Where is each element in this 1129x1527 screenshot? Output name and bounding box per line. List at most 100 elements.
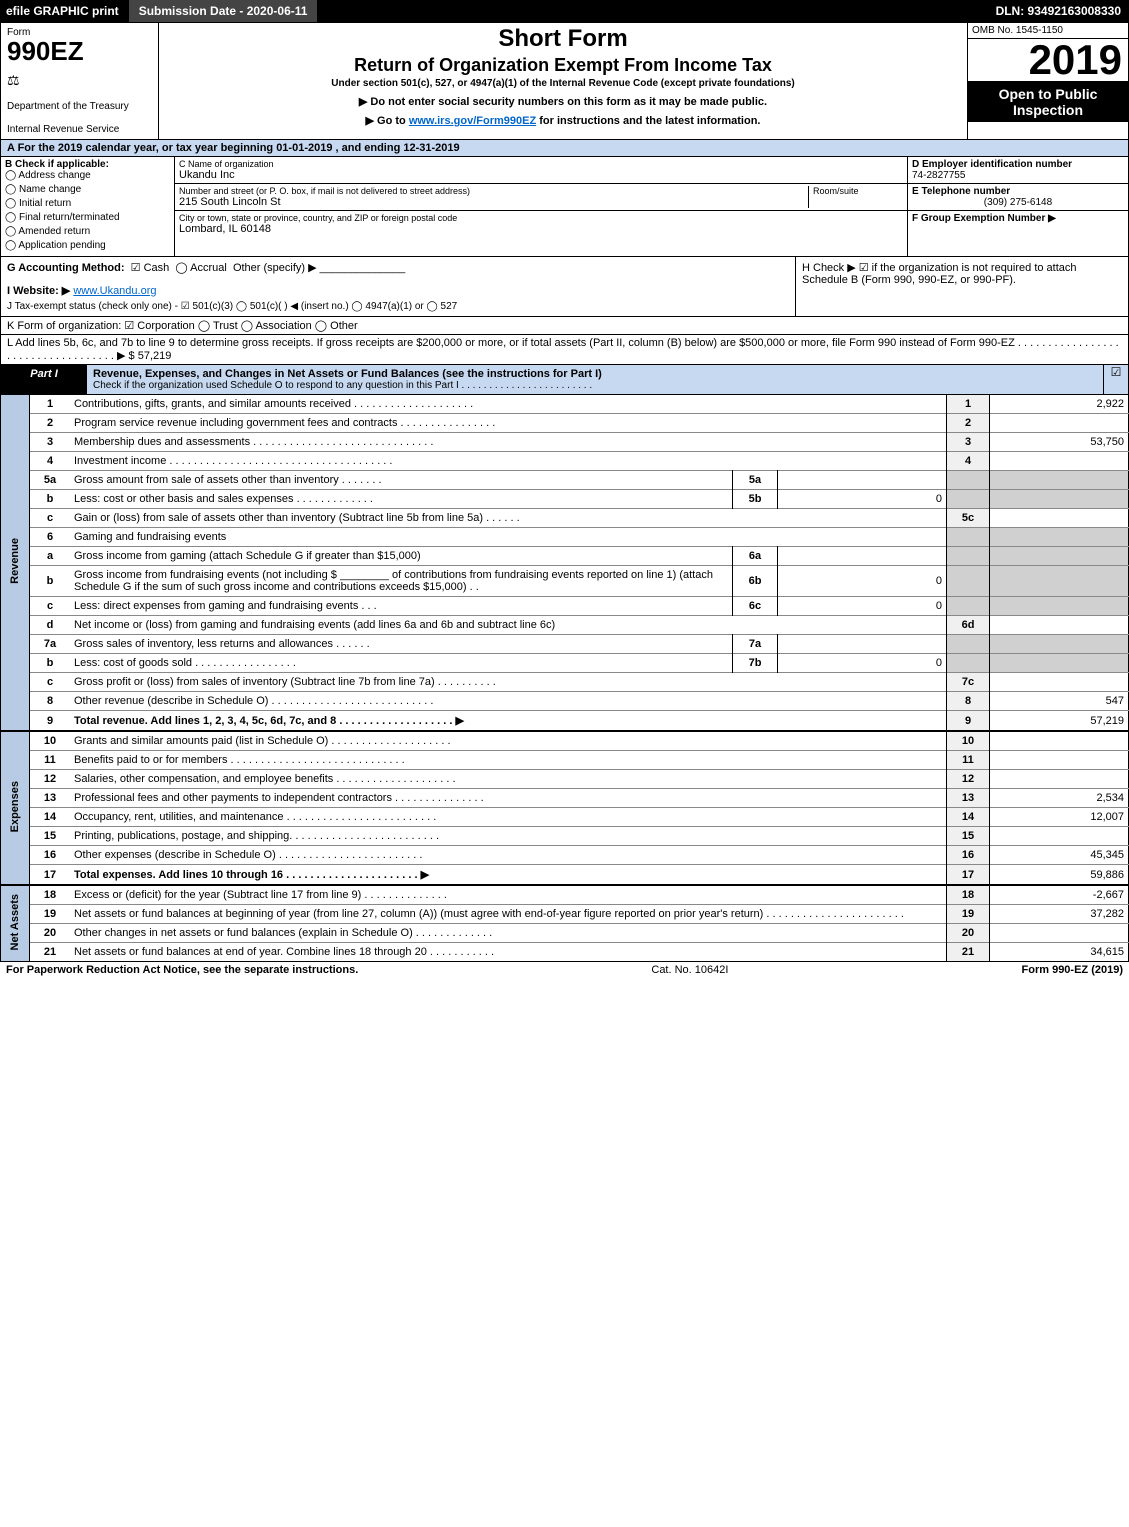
l2-desc: Program service revenue including govern… xyxy=(70,414,947,433)
side-expenses: Expenses xyxy=(1,731,30,885)
efile-label[interactable]: efile GRAPHIC print xyxy=(0,0,125,22)
dept-label: Department of the Treasury xyxy=(7,101,152,112)
line-g: G Accounting Method: ☑ Cash ◯ Accrual Ot… xyxy=(1,257,795,316)
c-city-val: Lombard, IL 60148 xyxy=(179,223,903,235)
l6a-desc: Gross income from gaming (attach Schedul… xyxy=(70,547,733,566)
l1-desc: Contributions, gifts, grants, and simila… xyxy=(70,395,947,414)
l6d-desc: Net income or (loss) from gaming and fun… xyxy=(70,616,947,635)
chk-name-change[interactable]: ◯ Name change xyxy=(5,184,170,195)
tax-year: 2019 xyxy=(968,39,1128,81)
part1-sub: Check if the organization used Schedule … xyxy=(93,380,1097,391)
chk-final-return[interactable]: ◯ Final return/terminated xyxy=(5,212,170,223)
chk-application-pending[interactable]: ◯ Application pending xyxy=(5,240,170,251)
title-return: Return of Organization Exempt From Incom… xyxy=(163,55,963,76)
c-city-label: City or town, state or province, country… xyxy=(179,213,903,223)
footer-left: For Paperwork Reduction Act Notice, see … xyxy=(6,964,358,976)
note-goto: ▶ Go to www.irs.gov/Form990EZ for instru… xyxy=(163,114,963,127)
part1-check[interactable]: ☑ xyxy=(1103,365,1128,394)
l12-desc: Salaries, other compensation, and employ… xyxy=(70,770,947,789)
page-footer: For Paperwork Reduction Act Notice, see … xyxy=(0,962,1129,978)
footer-right: Form 990-EZ (2019) xyxy=(1022,964,1123,976)
chk-initial-return[interactable]: ◯ Initial return xyxy=(5,198,170,209)
c-name-label: C Name of organization xyxy=(179,159,903,169)
e-tel-label: E Telephone number xyxy=(912,186,1124,197)
section-b: B Check if applicable: ◯ Address change … xyxy=(1,157,175,256)
l21-desc: Net assets or fund balances at end of ye… xyxy=(70,943,947,962)
bcd-block: B Check if applicable: ◯ Address change … xyxy=(0,157,1129,257)
part1-table: Revenue 1 Contributions, gifts, grants, … xyxy=(0,395,1129,962)
website-link[interactable]: www.Ukandu.org xyxy=(73,285,156,297)
dln-label: DLN: 93492163008330 xyxy=(988,0,1129,22)
footer-catno: Cat. No. 10642I xyxy=(358,964,1021,976)
header-left: Form 990EZ ⚖ Department of the Treasury … xyxy=(1,23,159,139)
l13-desc: Professional fees and other payments to … xyxy=(70,789,947,808)
irs-label: Internal Revenue Service xyxy=(7,124,152,135)
part1-header: Part I Revenue, Expenses, and Changes in… xyxy=(0,365,1129,395)
c-room-label: Room/suite xyxy=(809,186,903,208)
line-k: K Form of organization: ☑ Corporation ◯ … xyxy=(0,317,1129,335)
l6c-desc: Less: direct expenses from gaming and fu… xyxy=(70,597,733,616)
d-ein-val: 74-2827755 xyxy=(912,170,1124,181)
i-label: I Website: ▶ xyxy=(7,285,70,297)
l20-desc: Other changes in net assets or fund bala… xyxy=(70,924,947,943)
part1-tab: Part I xyxy=(1,365,87,394)
e-tel-val: (309) 275-6148 xyxy=(912,197,1124,208)
l8-desc: Other revenue (describe in Schedule O) .… xyxy=(70,692,947,711)
d-ein-label: D Employer identification number xyxy=(912,159,1124,170)
line-h: H Check ▶ ☑ if the organization is not r… xyxy=(795,257,1128,316)
header-center: Short Form Return of Organization Exempt… xyxy=(159,23,967,139)
l18-desc: Excess or (deficit) for the year (Subtra… xyxy=(70,885,947,905)
l7b-desc: Less: cost of goods sold . . . . . . . .… xyxy=(70,654,733,673)
l1-num: 1 xyxy=(30,395,71,414)
subtitle: Under section 501(c), 527, or 4947(a)(1)… xyxy=(163,78,963,89)
side-revenue: Revenue xyxy=(1,395,30,731)
l1-rnum: 1 xyxy=(947,395,990,414)
l14-desc: Occupancy, rent, utilities, and maintena… xyxy=(70,808,947,827)
c-name-val: Ukandu Inc xyxy=(179,169,903,181)
chk-address-change[interactable]: ◯ Address change xyxy=(5,170,170,181)
g-other[interactable]: Other (specify) ▶ xyxy=(233,262,317,274)
form-header: Form 990EZ ⚖ Department of the Treasury … xyxy=(0,22,1129,140)
chk-amended-return[interactable]: ◯ Amended return xyxy=(5,226,170,237)
l-val: 57,219 xyxy=(138,350,172,362)
l16-desc: Other expenses (describe in Schedule O) … xyxy=(70,846,947,865)
g-accrual[interactable]: Accrual xyxy=(190,262,227,274)
l3-desc: Membership dues and assessments . . . . … xyxy=(70,433,947,452)
title-short-form: Short Form xyxy=(163,25,963,53)
form-number: 990EZ xyxy=(7,38,152,64)
c-addr-val: 215 South Lincoln St xyxy=(179,196,804,208)
irs-link[interactable]: www.irs.gov/Form990EZ xyxy=(409,115,536,127)
top-bar: efile GRAPHIC print Submission Date - 20… xyxy=(0,0,1129,22)
l4-desc: Investment income . . . . . . . . . . . … xyxy=(70,452,947,471)
l6b-desc: Gross income from fundraising events (no… xyxy=(70,566,733,597)
l7a-desc: Gross sales of inventory, less returns a… xyxy=(70,635,733,654)
l10-desc: Grants and similar amounts paid (list in… xyxy=(70,731,947,751)
line-a: A For the 2019 calendar year, or tax yea… xyxy=(0,140,1129,157)
l7c-desc: Gross profit or (loss) from sales of inv… xyxy=(70,673,947,692)
section-c: C Name of organization Ukandu Inc Number… xyxy=(175,157,907,256)
side-netassets: Net Assets xyxy=(1,885,30,962)
goto-suffix: for instructions and the latest informat… xyxy=(539,115,760,127)
line-j: J Tax-exempt status (check only one) - ☑… xyxy=(7,301,789,312)
l-text: L Add lines 5b, 6c, and 7b to line 9 to … xyxy=(7,337,1119,362)
g-label: G Accounting Method: xyxy=(7,262,125,274)
section-def: D Employer identification number 74-2827… xyxy=(907,157,1128,256)
l9-desc: Total revenue. Add lines 1, 2, 3, 4, 5c,… xyxy=(70,711,947,732)
header-right: OMB No. 1545-1150 2019 Open to Public In… xyxy=(967,23,1128,139)
goto-prefix: ▶ Go to xyxy=(366,115,409,127)
note-ssn: ▶ Do not enter social security numbers o… xyxy=(163,95,963,108)
open-public: Open to Public Inspection xyxy=(968,81,1128,122)
line-l: L Add lines 5b, 6c, and 7b to line 9 to … xyxy=(0,335,1129,365)
l11-desc: Benefits paid to or for members . . . . … xyxy=(70,751,947,770)
l5b-desc: Less: cost or other basis and sales expe… xyxy=(70,490,733,509)
c-addr-label: Number and street (or P. O. box, if mail… xyxy=(179,186,804,196)
treasury-seal-icon: ⚖ xyxy=(7,72,152,89)
l5c-desc: Gain or (loss) from sale of assets other… xyxy=(70,509,947,528)
f-group-label: F Group Exemption Number ▶ xyxy=(912,213,1124,224)
l6-desc: Gaming and fundraising events xyxy=(70,528,947,547)
l1-val: 2,922 xyxy=(990,395,1129,414)
gh-row: G Accounting Method: ☑ Cash ◯ Accrual Ot… xyxy=(0,257,1129,317)
part1-title: Revenue, Expenses, and Changes in Net As… xyxy=(87,365,1103,394)
g-cash[interactable]: Cash xyxy=(144,262,170,274)
submission-date-box: Submission Date - 2020-06-11 xyxy=(129,0,318,22)
